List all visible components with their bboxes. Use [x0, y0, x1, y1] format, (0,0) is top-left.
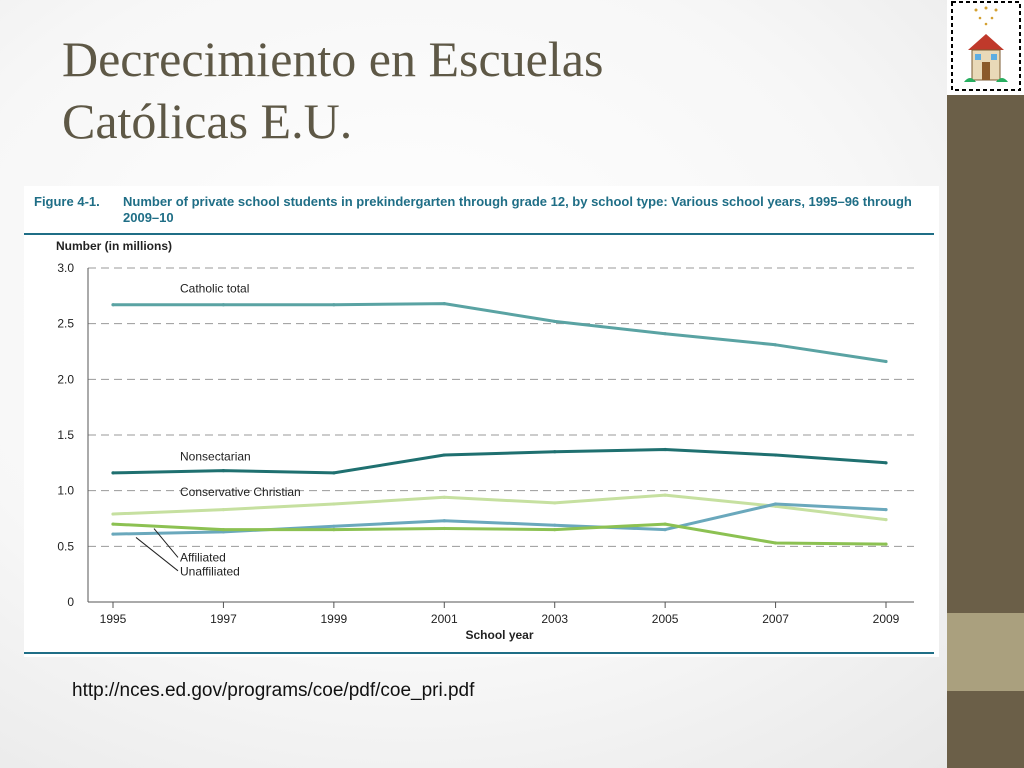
data-point-affiliated	[884, 507, 888, 512]
series-line-unaffiliated	[112, 522, 887, 546]
figure-caption: Number of private school students in pre…	[123, 194, 912, 225]
y-axis-label: Number (in millions)	[56, 239, 172, 253]
series-line-conservative-christian	[112, 493, 887, 522]
data-point-affiliated	[663, 528, 667, 532]
x-tick-label: 1995	[100, 612, 127, 626]
series-label-nonsectarian: Nonsectarian	[180, 450, 251, 464]
data-point-affiliated	[332, 524, 336, 528]
data-point-unaffiliated	[884, 542, 888, 546]
data-point-unaffiliated	[553, 528, 557, 532]
x-tick-label: 2007	[762, 612, 789, 626]
data-point-conservative-christian	[332, 502, 336, 506]
series-label-unaffiliated: Unaffiliated	[180, 564, 240, 578]
x-tick-label: 1999	[321, 612, 348, 626]
data-point-nonsectarian	[332, 471, 336, 475]
y-tick-label: 1.0	[57, 484, 74, 498]
data-point-unaffiliated	[111, 522, 115, 526]
data-point-conservative-christian	[221, 507, 226, 512]
data-point-conservative-christian	[884, 518, 888, 522]
data-point-conservative-christian	[442, 495, 446, 499]
data-point-unaffiliated	[221, 528, 226, 532]
leader-line-affiliated	[153, 528, 179, 558]
data-point-catholic-total	[884, 359, 888, 364]
sidebar-band-dark-bottom	[947, 691, 1024, 768]
data-point-unaffiliated	[663, 522, 667, 526]
data-point-conservative-christian	[553, 501, 557, 505]
line-chart: Number (in millions) 3.0 2.5 2.0 1.5 1.0 0.5 0 1…	[56, 239, 914, 642]
x-tick-label: 1997	[210, 612, 237, 626]
data-point-affiliated	[442, 519, 446, 523]
y-tick-label: 0.5	[57, 539, 74, 553]
data-point-unaffiliated	[332, 528, 336, 532]
schoolhouse-logo-icon	[951, 1, 1021, 91]
data-point-nonsectarian	[221, 469, 226, 473]
figure-rule-top	[24, 233, 934, 235]
series-label-catholic-total: Catholic total	[180, 281, 249, 295]
data-point-catholic-total	[553, 319, 557, 324]
x-tick-label: 2003	[541, 612, 568, 626]
figure-panel: Figure 4-1. Number of private school stu…	[24, 186, 939, 657]
data-point-catholic-total	[332, 303, 336, 307]
data-point-unaffiliated	[773, 541, 778, 545]
figure-label: Figure 4-1.	[34, 194, 100, 209]
data-point-affiliated	[111, 532, 115, 536]
sidebar-band-dark	[947, 95, 1024, 613]
leader-line-unaffiliated	[135, 537, 179, 572]
data-point-conservative-christian	[111, 512, 115, 516]
slide-title-line2: Católicas E.U.	[62, 93, 353, 149]
data-point-unaffiliated	[442, 526, 446, 531]
y-tick-label: 0	[67, 595, 74, 609]
data-point-nonsectarian	[553, 450, 557, 454]
data-point-catholic-total	[442, 302, 446, 306]
data-point-affiliated	[773, 502, 778, 506]
x-tick-label: 2001	[431, 612, 458, 626]
source-link[interactable]: http://nces.ed.gov/programs/coe/pdf/coe_…	[72, 680, 475, 701]
x-tick-label: 2005	[652, 612, 679, 626]
data-point-nonsectarian	[773, 453, 778, 457]
y-tick-label: 3.0	[57, 261, 74, 275]
y-tick-label: 1.5	[57, 428, 74, 442]
data-point-catholic-total	[773, 343, 778, 347]
sidebar-band-light	[947, 613, 1024, 691]
series-label-conservative-christian: Conservative Christian	[180, 485, 301, 499]
data-point-conservative-christian	[663, 493, 667, 497]
data-point-nonsectarian	[663, 447, 667, 452]
slide-title-line1: Decrecimiento en Escuelas	[62, 31, 604, 87]
series-line-catholic-total	[113, 302, 887, 363]
data-point-catholic-total	[221, 303, 226, 307]
data-point-nonsectarian	[111, 471, 115, 475]
y-tick-label: 2.5	[57, 317, 74, 331]
series-label-affiliated: Affiliated	[180, 550, 226, 564]
x-axis-label: School year	[465, 628, 533, 642]
data-point-catholic-total	[111, 303, 115, 307]
data-point-nonsectarian	[442, 453, 446, 457]
data-point-catholic-total	[663, 332, 667, 336]
series-line-nonsectarian	[112, 448, 887, 475]
x-tick-label: 2009	[873, 612, 900, 626]
figure-rule-bottom	[24, 652, 934, 654]
data-point-affiliated	[553, 523, 557, 527]
y-tick-label: 2.0	[57, 372, 74, 386]
slide-title: Decrecimiento en Escuelas Católicas E.U.	[62, 28, 922, 152]
sidebar-decoration	[947, 0, 1024, 768]
data-point-nonsectarian	[884, 461, 888, 465]
